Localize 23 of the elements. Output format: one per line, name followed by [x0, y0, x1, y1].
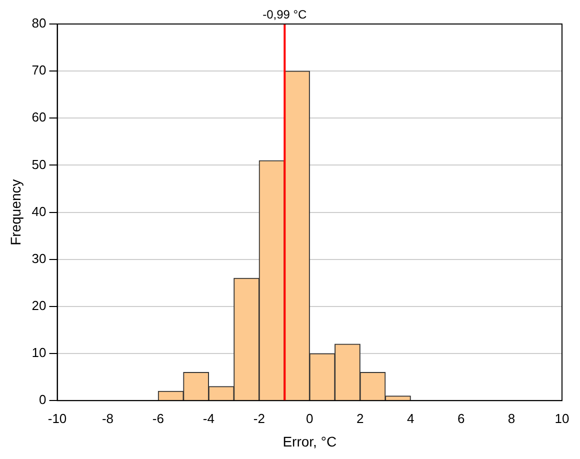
x-tick-label: 2: [356, 410, 364, 426]
y-tick-label: 60: [32, 110, 46, 125]
x-tick-label: 10: [554, 410, 570, 426]
y-tick-label: 0: [39, 392, 46, 408]
x-tick-label: -4: [202, 410, 214, 426]
y-tick-label: 70: [32, 62, 46, 78]
y-tick-label: 10: [32, 345, 46, 360]
y-axis-title: Frequency: [7, 179, 24, 246]
y-tick-label: 20: [32, 298, 46, 314]
x-axis-title: Error, °C: [282, 433, 337, 450]
x-tick-label: 0: [306, 410, 314, 426]
y-tick-label: 50: [32, 156, 46, 172]
x-tick-label: 6: [457, 410, 465, 426]
x-tick-label: -8: [102, 410, 114, 426]
x-tick-label: -2: [253, 410, 265, 426]
y-tick-label: 40: [32, 204, 46, 219]
x-tick-label: 4: [406, 410, 414, 426]
ref-line-label: -0,99 °C: [262, 7, 308, 22]
x-tick-label: 8: [508, 410, 516, 426]
y-tick-label: 30: [32, 250, 46, 266]
x-tick-label: -10: [48, 410, 67, 426]
y-tick-label: 80: [32, 16, 46, 31]
x-tick-label: -6: [152, 410, 164, 426]
